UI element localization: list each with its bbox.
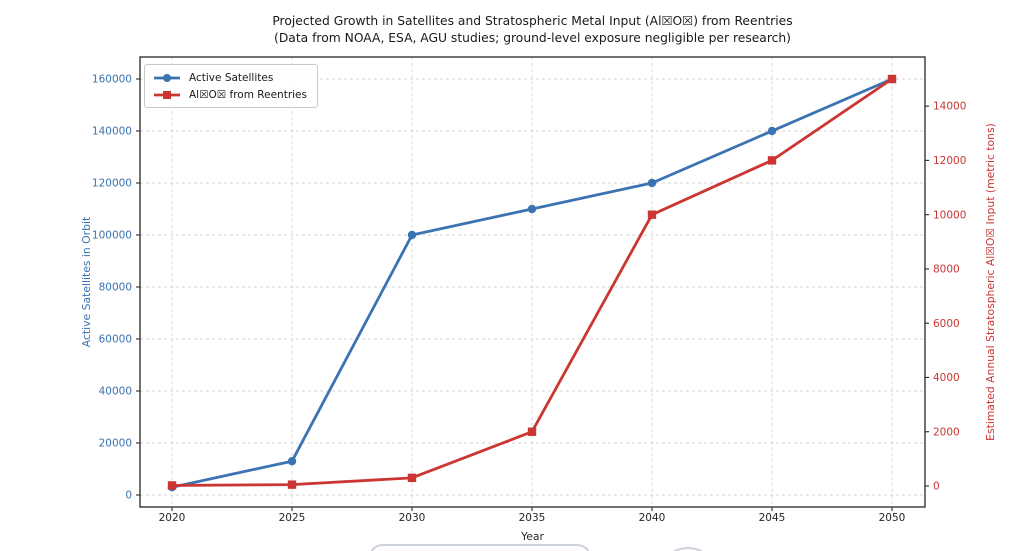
x-tick-label: 2020 [159, 512, 186, 524]
x-tick-label: 2040 [639, 512, 666, 524]
x-tick-label: 2025 [279, 512, 306, 524]
legend-line-circle-icon [154, 73, 180, 82]
data-point-circle [407, 230, 417, 240]
right-tick-label: 14000 [933, 101, 966, 113]
x-tick-label: 2045 [759, 512, 786, 524]
legend-line-square-icon [154, 90, 180, 99]
left-tick-label: 40000 [99, 386, 132, 398]
data-point-circle [287, 457, 297, 466]
legend: Active Satellites Al☒O☒ from Reentries [144, 64, 318, 108]
x-tick-label: 2030 [399, 512, 426, 524]
data-point-square [647, 210, 657, 219]
legend-item-al2o3: Al☒O☒ from Reentries [152, 87, 307, 102]
chart-title: Projected Growth in Satellites and Strat… [140, 13, 925, 46]
data-point-circle [647, 178, 657, 188]
data-point-square [887, 74, 897, 84]
x-axis-label: Year [520, 530, 544, 543]
right-tick-label: 4000 [933, 372, 960, 384]
data-point-circle [767, 126, 777, 136]
legend-label-al2o3: Al☒O☒ from Reentries [189, 88, 307, 101]
left-tick-label: 60000 [99, 334, 132, 346]
left-tick-label: 0 [125, 490, 132, 502]
data-point-circle [527, 204, 537, 214]
axes-spines [139, 56, 926, 508]
left-axis-label: Active Satellites in Orbit [80, 217, 93, 347]
legend-label-active-satellites: Active Satellites [189, 71, 274, 84]
right-tick-label: 0 [933, 481, 940, 493]
legend-item-active-satellites: Active Satellites [152, 70, 307, 85]
left-tick-label: 140000 [92, 126, 132, 138]
data-point-square [167, 481, 177, 490]
left-tick-label: 20000 [99, 438, 132, 450]
data-point-square [767, 156, 777, 165]
right-tick-label: 2000 [933, 426, 960, 438]
right-axis-label: Estimated Annual Stratospheric Al☒O☒ Inp… [984, 123, 997, 441]
right-tick-label: 8000 [933, 264, 960, 276]
left-tick-label: 80000 [99, 282, 132, 294]
right-tick-label: 10000 [933, 209, 966, 221]
data-point-square [407, 473, 417, 483]
data-point-square [527, 427, 537, 436]
left-tick-label: 120000 [92, 178, 132, 190]
left-tick-label: 160000 [92, 74, 132, 86]
data-point-square [287, 480, 297, 489]
chart-title-line1: Projected Growth in Satellites and Strat… [272, 14, 793, 28]
x-tick-label: 2050 [879, 512, 906, 524]
partial-pill-overlay [368, 544, 592, 551]
right-tick-label: 6000 [933, 318, 960, 330]
chart-title-line2: (Data from NOAA, ESA, AGU studies; groun… [274, 30, 791, 45]
left-tick-label: 100000 [92, 230, 132, 242]
right-tick-label: 12000 [933, 155, 966, 167]
x-tick-label: 2035 [519, 512, 546, 524]
